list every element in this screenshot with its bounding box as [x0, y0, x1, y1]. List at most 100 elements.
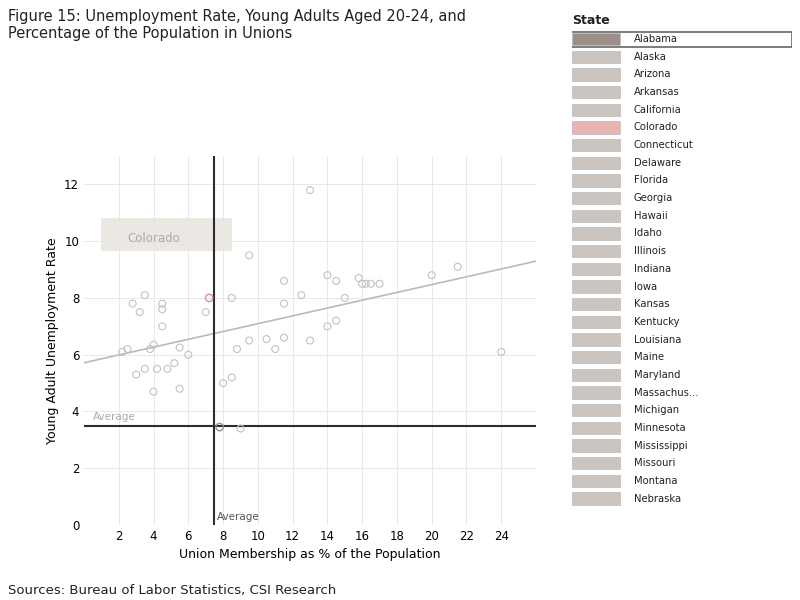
Text: Florida: Florida: [634, 175, 668, 185]
Point: [226, 373, 238, 382]
Bar: [572, 316, 621, 328]
Bar: [572, 121, 621, 134]
Text: Colorado: Colorado: [127, 232, 180, 245]
Bar: [572, 439, 621, 452]
Text: Sources: Bureau of Labor Statistics, CSI Research: Sources: Bureau of Labor Statistics, CSI…: [8, 584, 336, 597]
Point: [156, 322, 169, 331]
Point: [451, 262, 464, 271]
Bar: [572, 245, 621, 257]
Point: [217, 378, 230, 388]
Bar: [572, 139, 621, 151]
Text: Maryland: Maryland: [634, 370, 680, 380]
Point: [230, 344, 243, 354]
Point: [130, 370, 142, 379]
Text: Average: Average: [217, 512, 260, 522]
Point: [156, 304, 169, 314]
Point: [161, 364, 174, 374]
Text: Illinois: Illinois: [634, 246, 666, 256]
Point: [202, 293, 215, 303]
Text: Alaska: Alaska: [634, 52, 666, 62]
Point: [116, 347, 129, 356]
Point: [373, 279, 386, 289]
Point: [330, 316, 342, 325]
Point: [242, 251, 255, 260]
Bar: [572, 422, 621, 434]
Text: Indiana: Indiana: [634, 264, 670, 274]
Point: [126, 299, 139, 308]
Point: [138, 364, 151, 374]
Bar: [566, 32, 792, 47]
Point: [234, 424, 247, 433]
Point: [174, 384, 186, 394]
Text: Average: Average: [93, 412, 135, 422]
Point: [295, 290, 308, 300]
Point: [199, 307, 212, 317]
Point: [321, 322, 334, 331]
Text: Massachus...: Massachus...: [634, 388, 698, 398]
Bar: [572, 351, 621, 364]
Point: [156, 299, 169, 308]
Text: Maine: Maine: [634, 352, 664, 362]
Bar: [102, 218, 232, 251]
Point: [260, 334, 273, 344]
Point: [321, 271, 334, 280]
Text: Idaho: Idaho: [634, 229, 662, 238]
Text: Connecticut: Connecticut: [634, 140, 694, 150]
Point: [352, 273, 365, 283]
Text: Louisiana: Louisiana: [634, 335, 681, 344]
Bar: [572, 334, 621, 346]
Text: Delaware: Delaware: [634, 158, 681, 168]
Bar: [572, 404, 621, 416]
Text: Hawaii: Hawaii: [634, 211, 667, 221]
Point: [168, 358, 181, 368]
Point: [138, 290, 151, 300]
Point: [304, 185, 317, 195]
Text: State: State: [572, 14, 610, 27]
Bar: [572, 263, 621, 275]
Bar: [572, 368, 621, 381]
Text: Iowa: Iowa: [634, 281, 657, 292]
Bar: [572, 33, 621, 45]
Point: [365, 279, 378, 289]
Text: Alabama: Alabama: [634, 34, 678, 44]
Point: [134, 307, 146, 317]
Point: [278, 333, 290, 343]
Point: [213, 422, 226, 432]
Bar: [572, 86, 621, 98]
Point: [330, 276, 342, 286]
Bar: [572, 475, 621, 487]
Bar: [572, 192, 621, 205]
Point: [144, 344, 157, 354]
Bar: [572, 174, 621, 187]
Bar: [572, 50, 621, 63]
Bar: [572, 386, 621, 399]
Point: [147, 340, 160, 350]
Point: [426, 271, 438, 280]
X-axis label: Union Membership as % of the Population: Union Membership as % of the Population: [179, 548, 441, 562]
Text: Kansas: Kansas: [634, 299, 669, 309]
Point: [150, 364, 163, 374]
Text: Arizona: Arizona: [634, 70, 671, 79]
Point: [121, 344, 134, 354]
Point: [147, 387, 160, 397]
Point: [304, 335, 317, 345]
Point: [174, 343, 186, 352]
Text: Minnesota: Minnesota: [634, 423, 686, 433]
Point: [182, 350, 194, 359]
Point: [278, 276, 290, 286]
Bar: [572, 457, 621, 469]
Y-axis label: Young Adult Unemployment Rate: Young Adult Unemployment Rate: [46, 237, 58, 444]
Bar: [572, 157, 621, 169]
Point: [495, 347, 508, 356]
Bar: [572, 227, 621, 239]
Text: Colorado: Colorado: [634, 122, 678, 133]
Text: Kentucky: Kentucky: [634, 317, 679, 327]
Text: Arkansas: Arkansas: [634, 87, 679, 97]
Text: Mississippi: Mississippi: [634, 440, 687, 451]
Bar: [572, 104, 621, 116]
Bar: [572, 209, 621, 222]
Point: [226, 293, 238, 303]
Bar: [572, 280, 621, 293]
Bar: [572, 298, 621, 310]
Point: [278, 299, 290, 308]
